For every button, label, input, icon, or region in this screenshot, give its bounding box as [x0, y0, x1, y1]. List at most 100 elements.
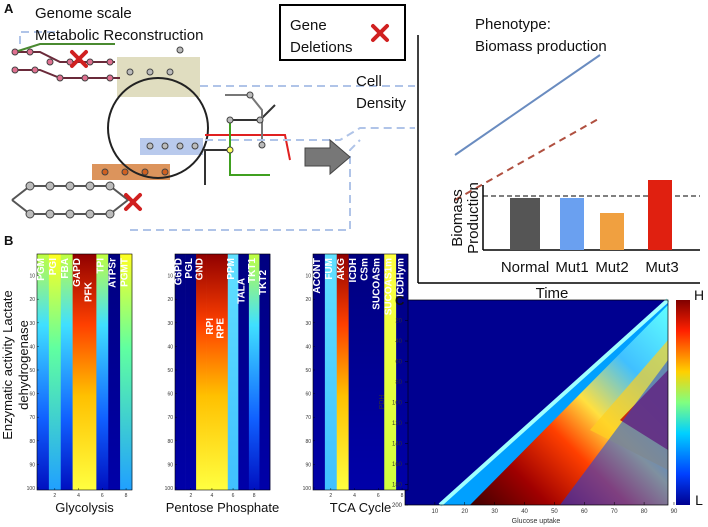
x-tick-label: 50: [551, 509, 558, 515]
column-label: PGL: [184, 258, 195, 279]
column-label: G6PD: [173, 258, 184, 285]
column-label: PGMT: [119, 258, 130, 287]
y-tick-label: 50: [29, 368, 35, 374]
y-tick-label: 30: [29, 321, 35, 327]
y-tick-label: 90: [305, 462, 311, 468]
x-tick-label: 70: [611, 509, 618, 515]
phenotype: Phenotype:: [475, 16, 551, 33]
y-tick-label: 40: [305, 344, 311, 350]
x-tick-label: 40: [521, 509, 528, 515]
bar-label: Normal: [501, 259, 549, 276]
panel-label: C: [395, 293, 405, 308]
y-tick-label: 90: [167, 462, 173, 468]
panel-label: B: [4, 233, 13, 248]
heatmap-title: Glycolysis: [55, 500, 114, 515]
y-tick-label: 200: [392, 503, 403, 509]
reconstruction-title: Genome scale: [35, 5, 132, 22]
y-tick-label: 100: [165, 486, 174, 492]
y-tick-label: 140: [392, 442, 403, 448]
y-tick-label: 60: [167, 392, 173, 398]
y-axis-label: dehydrogenase: [16, 320, 31, 410]
y-tick-label: 10: [305, 274, 311, 280]
column-label: GND: [194, 258, 205, 280]
x-tick-label: 4: [353, 493, 356, 499]
column-label: ICDH: [348, 258, 359, 282]
panel-a-schematic: [11, 4, 700, 284]
bar-label: Mut3: [645, 259, 678, 276]
heatmap-column: [360, 254, 373, 490]
x-tick-label: 6: [101, 493, 104, 499]
column-label: PGM: [36, 258, 47, 281]
heatmap-column: [227, 254, 239, 490]
x-tick-label: 8: [401, 493, 404, 499]
phenotype: Biomass production: [475, 38, 607, 55]
x-tick-label: 4: [77, 493, 80, 499]
heatmap-column: [396, 254, 409, 490]
heatmap-column: [72, 254, 85, 490]
column-label: TKT1: [247, 258, 258, 283]
heatmap-column: [248, 254, 260, 490]
heatmap-title: Pentose Phosphate: [166, 500, 279, 515]
gene-deletions: Gene: [290, 17, 327, 34]
column-label: RPI: [205, 318, 216, 335]
y-tick-label: 160: [392, 462, 403, 468]
y-tick-label: 60: [29, 392, 35, 398]
colorbar-low: L: [695, 492, 703, 508]
x-tick-label: 90: [671, 509, 678, 515]
heatmap-column: [84, 254, 97, 490]
x-tick-label: 30: [491, 509, 498, 515]
y-tick-label: 120: [392, 421, 403, 427]
column-label: ACONT: [312, 258, 323, 294]
y-tick-label: 30: [305, 321, 311, 327]
y-tick-label: 20: [305, 297, 311, 303]
heatmap-column: [336, 254, 349, 490]
column-label: ICDHym: [395, 258, 406, 297]
heatmap-column: [185, 254, 197, 490]
heatmap-column: [238, 254, 250, 490]
heatmap-column: [313, 254, 326, 490]
heatmap-column: [60, 254, 73, 490]
bar-label: Mut2: [595, 259, 628, 276]
heatmap-title: TCA Cycle: [330, 500, 391, 515]
heatmap-column: [372, 254, 385, 490]
bar-label: Mut1: [555, 259, 588, 276]
column-label: SUCOASm: [372, 258, 383, 310]
x-tick-label: 2: [53, 493, 56, 499]
column-label: SUCOAS1m: [383, 258, 394, 315]
y-tick-label: 80: [29, 439, 35, 445]
y-tick-label: 20: [395, 319, 402, 325]
column-label: GAPD: [72, 258, 83, 287]
heatmap-column: [324, 254, 338, 490]
biomass-axis-label: Production: [465, 182, 482, 254]
column-label: AKG: [336, 258, 347, 280]
reconstruction-title: Metabolic Reconstruction: [35, 27, 203, 44]
y-tick-label: 70: [167, 415, 173, 421]
y-tick-label: 60: [305, 392, 311, 398]
column-label: TKT2: [258, 270, 269, 295]
x-tick-label: 8: [253, 493, 256, 499]
colorbar-high: H: [694, 287, 704, 303]
heatmap-column: [259, 254, 271, 490]
gene-deletions: Deletions: [290, 39, 353, 56]
panel-label: A: [4, 1, 14, 16]
panel-c-heatmap: [404, 298, 690, 507]
heatmap-frame: [36, 253, 133, 491]
y-tick-label: 20: [167, 297, 173, 303]
column-label: PFK: [84, 281, 95, 302]
column-label: TPI: [96, 258, 107, 274]
heatmap-column: [348, 254, 361, 490]
y-axis-label: PDH: [379, 395, 386, 410]
column-label: FBA: [60, 258, 71, 279]
x-tick-label: 60: [581, 509, 588, 515]
column-label: CSm: [360, 258, 371, 281]
x-tick-label: 8: [125, 493, 128, 499]
y-tick-label: 80: [305, 439, 311, 445]
column-label: FUM: [324, 258, 335, 280]
y-tick-label: 10: [29, 274, 35, 280]
heatmap-column: [48, 254, 62, 490]
x-tick-label: 6: [377, 493, 380, 499]
heatmap-column: [175, 254, 186, 490]
y-tick-label: 10: [167, 274, 173, 280]
heatmap-column: [217, 254, 229, 490]
